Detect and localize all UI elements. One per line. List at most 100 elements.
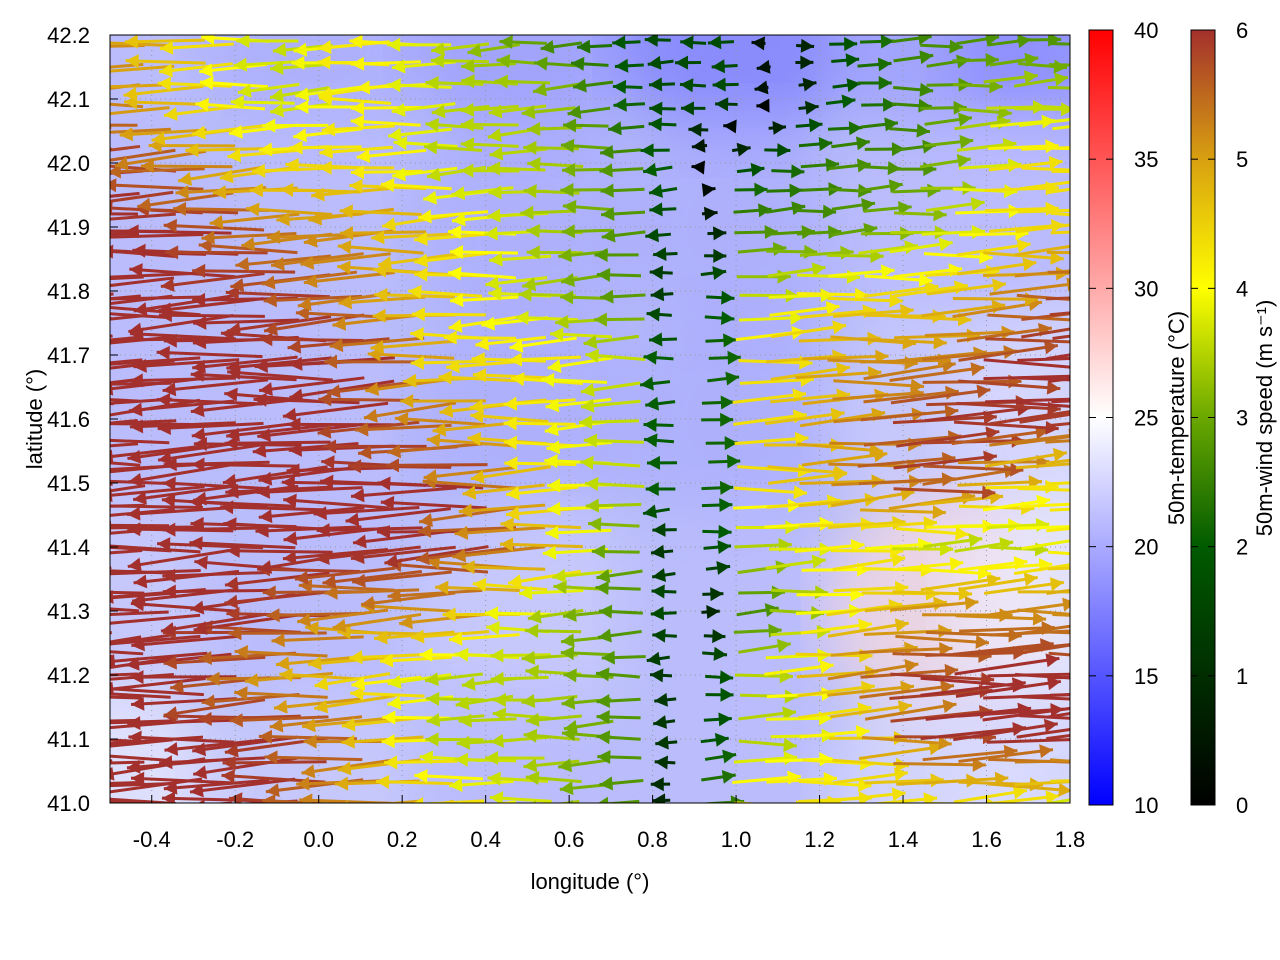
wind-arrow-shaft — [3, 381, 109, 390]
wind-arrow — [132, 484, 239, 505]
wind-arrow-head — [506, 486, 520, 501]
wind-arrow-shaft — [226, 315, 332, 333]
wind-arrow — [595, 667, 640, 682]
wind-arrow — [127, 442, 233, 464]
wind-arrow-head — [800, 38, 815, 53]
wind-arrow — [829, 36, 858, 51]
wind-arrow-head — [560, 646, 575, 661]
wind-arrow-head — [3, 623, 17, 637]
wind-arrow — [705, 333, 737, 348]
wind-arrow-head — [162, 522, 176, 537]
wind-arrow-head — [718, 712, 732, 727]
wind-arrow — [545, 397, 612, 413]
wind-arrow-head — [387, 588, 401, 603]
wind-arrow-head — [281, 475, 295, 490]
wind-arrow-head — [252, 163, 266, 178]
wind-arrow-head — [226, 606, 240, 621]
wind-arrow-head — [6, 629, 19, 643]
wind-arrow-head — [897, 700, 912, 715]
wind-arrow-shaft — [129, 376, 236, 383]
wind-arrow-shaft — [123, 84, 204, 97]
wind-arrow-head — [898, 201, 912, 215]
wind-arrow-head — [933, 207, 947, 222]
wind-arrow — [257, 422, 363, 442]
wind-arrow-shaft — [889, 365, 985, 383]
wind-arrow-head — [234, 645, 248, 660]
wind-arrow — [110, 190, 174, 203]
wind-arrow-head — [880, 35, 895, 49]
wind-arrow-shaft — [1048, 566, 1070, 571]
wind-arrow-head — [110, 230, 111, 245]
x-tick-label: 1.4 — [888, 827, 919, 852]
wind-arrow-head — [119, 127, 134, 142]
wind-arrow-head — [1114, 773, 1127, 787]
wind-arrow-head — [14, 125, 27, 139]
wind-arrow — [110, 529, 142, 535]
wind-arrow-head — [294, 570, 309, 585]
wind-arrow — [303, 271, 395, 289]
wind-arrow-shaft — [827, 662, 919, 681]
wind-arrow-shaft — [110, 479, 172, 486]
wind-arrow-head — [553, 580, 567, 595]
wind-arrow-head — [431, 104, 446, 119]
wind-arrow — [1021, 166, 1070, 172]
wind-arrow-shaft — [1048, 63, 1070, 67]
wind-arrow-head — [499, 35, 513, 49]
wind-arrow-head — [3, 382, 17, 396]
wind-arrow — [649, 332, 678, 347]
wind-arrow — [650, 287, 674, 302]
wind-arrow-shaft — [350, 486, 457, 498]
wind-arrow — [350, 486, 457, 503]
wind-arrow-head — [882, 97, 897, 112]
wind-arrow-head — [190, 516, 204, 531]
wind-arrow — [266, 230, 358, 245]
wind-arrow — [110, 549, 143, 555]
wind-arrow-shaft — [954, 420, 1059, 431]
wind-arrow — [387, 588, 483, 603]
wind-arrow — [766, 183, 803, 198]
wind-arrow-shaft — [157, 542, 264, 550]
wind-arrow — [956, 35, 1000, 46]
wind-arrow-shaft — [1016, 727, 1070, 739]
wind-arrow — [225, 484, 332, 499]
wind-arrow-head — [1074, 637, 1088, 651]
wind-arrow-shaft — [367, 352, 455, 360]
wind-arrow-shaft — [266, 232, 358, 239]
wind-arrow-head — [126, 803, 140, 817]
wind-arrow-shaft — [234, 649, 328, 658]
wind-arrow-head — [419, 647, 433, 662]
y-axis-ticks: 41.041.141.241.341.441.541.641.741.841.9… — [47, 23, 118, 816]
wind-arrow-shaft — [859, 646, 953, 654]
wind-arrow-shaft — [110, 295, 204, 301]
wind-arrow-head — [110, 654, 116, 669]
wind-arrow — [350, 545, 456, 565]
wind-arrow-head — [552, 568, 566, 583]
wind-arrow — [110, 144, 141, 152]
wind-arrow — [1045, 458, 1070, 465]
wind-arrow-head — [855, 725, 870, 740]
y-axis-label: latitude (°) — [22, 369, 47, 470]
wind-arrow — [703, 540, 732, 555]
wind-arrow — [1047, 798, 1070, 803]
wind-arrow — [262, 794, 338, 803]
wind-arrow-head — [928, 741, 943, 756]
wind-arrow-shaft — [157, 421, 264, 431]
wind-arrow-head — [127, 716, 141, 731]
wind-arrow — [3, 381, 109, 396]
wind-arrow-shaft — [110, 718, 140, 723]
wind-arrow-head — [225, 484, 239, 499]
wind-arrow — [557, 758, 608, 773]
wind-arrow-head — [560, 138, 575, 153]
wind-arrow-head — [1133, 627, 1146, 641]
wind-arrow-head — [653, 247, 667, 262]
wind-arrow-head — [523, 184, 537, 199]
wind-arrow-head — [561, 273, 575, 287]
wind-arrow — [1046, 353, 1070, 361]
wind-arrow — [6, 629, 112, 643]
wind-arrow-shaft — [128, 735, 235, 744]
wind-arrow — [1047, 421, 1070, 428]
y-tick-label: 41.2 — [47, 663, 90, 688]
wind-arrow — [1049, 481, 1070, 486]
wind-arrow — [895, 634, 990, 649]
wind-arrow-shaft — [373, 630, 455, 641]
